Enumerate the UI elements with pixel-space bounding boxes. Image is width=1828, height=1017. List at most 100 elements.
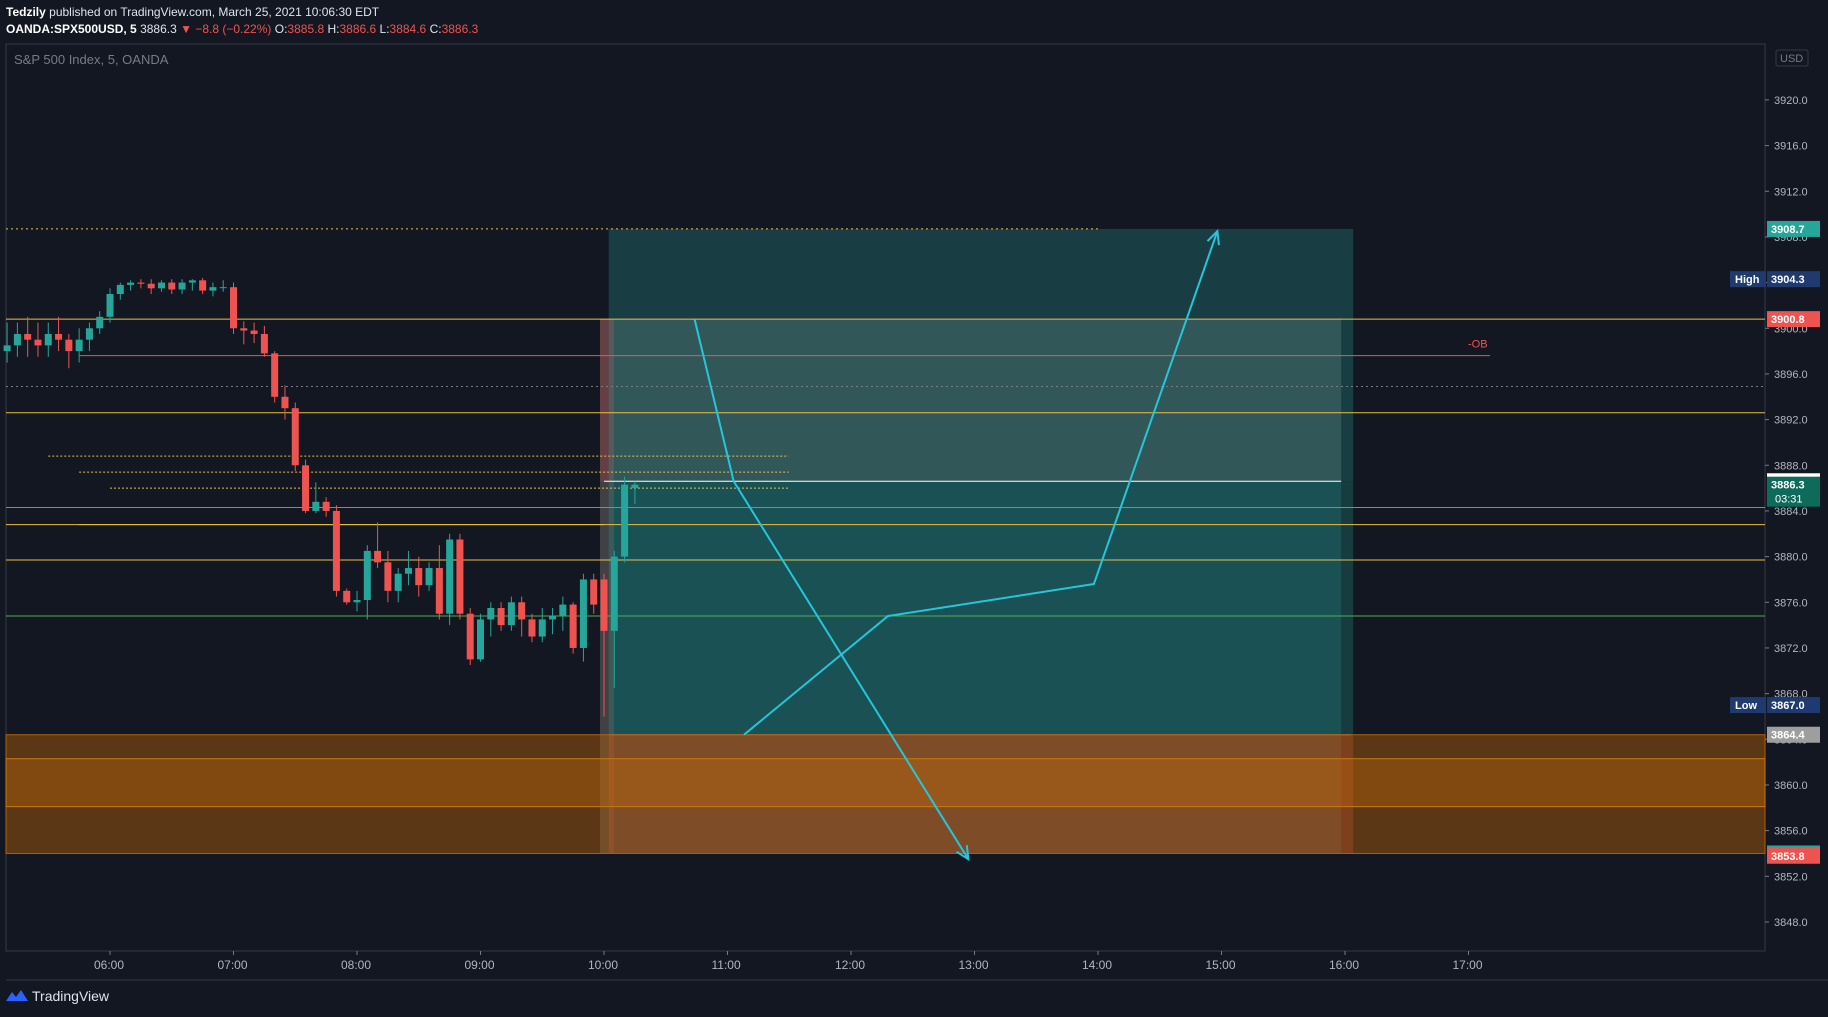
price-tick-label: 3896.0 <box>1774 369 1808 381</box>
candle-body[interactable] <box>435 568 443 614</box>
series-legend: S&P 500 Index, 5, OANDA <box>14 52 169 67</box>
chart-pane[interactable] <box>5 43 1766 952</box>
candle-body[interactable] <box>590 579 598 605</box>
candle-body[interactable] <box>456 539 464 614</box>
candle-body[interactable] <box>569 604 577 648</box>
ob-label: -OB <box>1468 339 1488 351</box>
candle-body[interactable] <box>271 353 279 397</box>
candle-body[interactable] <box>518 602 526 620</box>
price-tick-label: 3872.0 <box>1774 643 1808 655</box>
short-path[interactable] <box>693 318 970 860</box>
candle-body[interactable] <box>260 333 268 354</box>
high-label: H: <box>327 22 340 36</box>
candle-body[interactable] <box>230 287 238 329</box>
candle-body[interactable] <box>322 501 330 511</box>
candle-body[interactable] <box>528 619 536 637</box>
candle-body[interactable] <box>332 510 340 591</box>
candle-body[interactable] <box>106 294 114 317</box>
candle-body[interactable] <box>600 579 608 631</box>
candle-body[interactable] <box>415 568 423 586</box>
candle-body[interactable] <box>621 484 629 557</box>
candle-body[interactable] <box>168 282 176 290</box>
candle-body[interactable] <box>3 345 11 352</box>
candle-body[interactable] <box>291 408 299 466</box>
price-tick-label: 3880.0 <box>1774 552 1808 564</box>
candle-body[interactable] <box>44 333 52 346</box>
candle-body[interactable] <box>65 339 73 352</box>
candle-body[interactable] <box>425 568 433 586</box>
price-label <box>1767 476 1820 507</box>
candle-body[interactable] <box>85 328 93 340</box>
candle-body[interactable] <box>579 579 587 648</box>
candle-body[interactable] <box>24 333 32 340</box>
candle-body[interactable] <box>487 607 495 620</box>
candle-body[interactable] <box>199 280 207 291</box>
candle-body[interactable] <box>312 501 320 511</box>
candle-body[interactable] <box>137 282 145 284</box>
short-path-head-icon <box>955 845 970 862</box>
long-path[interactable] <box>743 230 1219 736</box>
time-tick-label: 08:00 <box>341 958 371 972</box>
candle-body[interactable] <box>477 619 485 660</box>
candle-body[interactable] <box>96 316 104 329</box>
price-label-text: 3853.8 <box>1771 851 1805 863</box>
candle-body[interactable] <box>384 562 392 591</box>
time-tick-label: 14:00 <box>1082 958 1112 972</box>
high-value: 3886.6 <box>339 22 377 36</box>
price-tick-label: 3876.0 <box>1774 597 1808 609</box>
candle-body[interactable] <box>116 284 124 295</box>
time-tick-label: 06:00 <box>94 958 124 972</box>
candle-body[interactable] <box>219 287 227 289</box>
candle-body[interactable] <box>157 282 165 289</box>
candle-body[interactable] <box>446 539 454 614</box>
candle-body[interactable] <box>610 556 618 631</box>
candle-body[interactable] <box>497 607 505 626</box>
price-tick-label: 3860.0 <box>1774 780 1808 792</box>
demand-zone <box>5 734 1766 854</box>
candle-body[interactable] <box>178 282 186 290</box>
candle-body[interactable] <box>240 328 248 331</box>
currency-badge <box>1775 49 1809 67</box>
candle-body[interactable] <box>404 568 412 574</box>
candle-body[interactable] <box>374 550 382 563</box>
candle-body[interactable] <box>507 602 515 626</box>
candle-body[interactable] <box>34 339 42 346</box>
price-label <box>1767 220 1820 237</box>
candle-body[interactable] <box>631 484 639 489</box>
candle-body[interactable] <box>250 330 258 334</box>
candle-body[interactable] <box>394 573 402 591</box>
price-label <box>1767 847 1820 864</box>
time-tick-label: 15:00 <box>1205 958 1235 972</box>
brand-name[interactable]: TradingView <box>32 988 110 1004</box>
author-name[interactable]: Tedzily <box>6 5 46 19</box>
candle-body[interactable] <box>466 613 474 660</box>
price-label-text: 3908.7 <box>1771 224 1805 236</box>
candle-body[interactable] <box>353 600 361 603</box>
long-position-target-zone <box>608 228 1354 482</box>
candle-body[interactable] <box>55 333 63 340</box>
published-info: published on TradingView.com, March 25, … <box>49 5 380 19</box>
time-tick-label: 07:00 <box>218 958 248 972</box>
candle-body[interactable] <box>538 619 546 637</box>
candle-body[interactable] <box>302 465 310 511</box>
time-tick-label: 16:00 <box>1329 958 1359 972</box>
candle-body[interactable] <box>13 333 21 346</box>
extreme-tag <box>1730 697 1766 714</box>
candle-body[interactable] <box>209 287 217 291</box>
candle-body[interactable] <box>281 396 289 409</box>
candle-body[interactable] <box>127 282 135 285</box>
candle-body[interactable] <box>363 550 371 601</box>
candle-body[interactable] <box>559 604 567 616</box>
time-tick-label: 09:00 <box>465 958 495 972</box>
price-tick-label: 3916.0 <box>1774 141 1808 153</box>
candle-body[interactable] <box>147 283 155 289</box>
candle-body[interactable] <box>549 615 557 620</box>
candle-body[interactable] <box>343 590 351 603</box>
candle-body[interactable] <box>75 339 83 352</box>
price-change: −8.8 (−0.22%) <box>195 22 272 36</box>
symbol-label[interactable]: OANDA:SPX500USD, 5 <box>6 22 137 36</box>
price-tick-label: 3856.0 <box>1774 826 1808 838</box>
price-tick-label: 3920.0 <box>1774 95 1808 107</box>
candle-body[interactable] <box>188 280 196 283</box>
